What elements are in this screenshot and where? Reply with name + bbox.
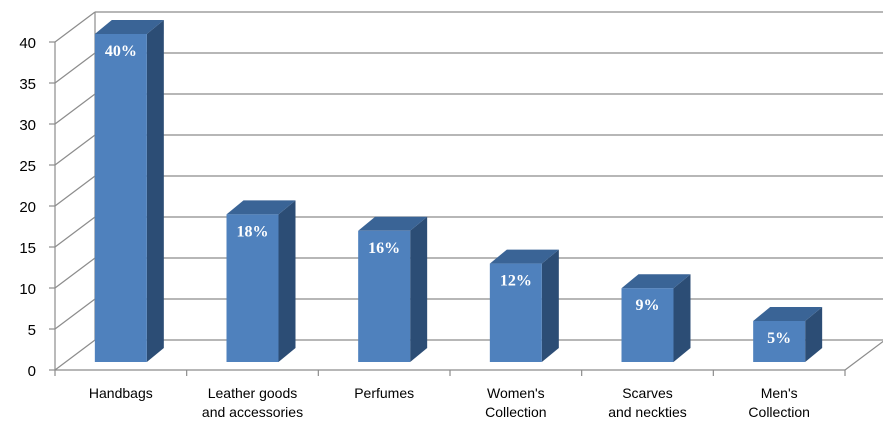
data-label: 40%	[105, 43, 137, 60]
x-category-label: Men's Collection	[748, 385, 809, 420]
y-tick-label: 40	[19, 35, 36, 52]
data-label: 12%	[500, 273, 532, 290]
y-tick-label: 20	[19, 199, 36, 216]
y-tick-label: 5	[28, 322, 36, 339]
y-tick-label: 10	[19, 281, 36, 298]
floor-right-edge	[844, 340, 883, 371]
gridline	[54, 257, 883, 289]
y-tick-label: 25	[19, 158, 36, 175]
bar	[753, 307, 823, 362]
x-category-label: Women's Collection	[485, 385, 546, 420]
bar	[94, 20, 164, 362]
gridline	[54, 216, 883, 248]
data-label: 18%	[237, 223, 269, 240]
y-tick-label: 15	[19, 240, 36, 257]
bar	[226, 200, 296, 362]
y-tick-label: 30	[19, 117, 36, 134]
data-label: 9%	[636, 297, 660, 314]
bar	[489, 249, 559, 362]
bar	[358, 216, 428, 362]
y-tick-label: 35	[19, 76, 36, 93]
gridline	[54, 175, 883, 207]
gridline	[54, 134, 883, 166]
y-tick-label: 0	[28, 363, 36, 380]
gridline	[54, 52, 883, 84]
chart-gridlines	[54, 11, 883, 371]
gridline	[54, 11, 883, 43]
chart-bars	[94, 20, 823, 362]
x-category-label: Perfumes	[354, 385, 414, 401]
x-category-label: Scarves and neckties	[608, 385, 687, 420]
data-label: 5%	[767, 330, 791, 347]
x-category-label: Handbags	[89, 385, 153, 401]
gridline	[54, 93, 883, 125]
bar	[621, 274, 691, 362]
chart-labels: 0 5 10 15 20 25 30 35 40 40% Handbags 18% Leather go…	[19, 35, 810, 420]
data-label: 16%	[368, 240, 400, 257]
x-category-label: Leather goods and accessories	[202, 385, 303, 420]
